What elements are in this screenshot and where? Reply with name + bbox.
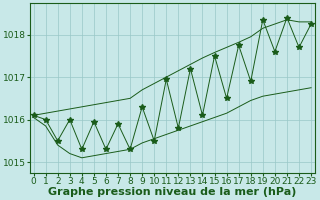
X-axis label: Graphe pression niveau de la mer (hPa): Graphe pression niveau de la mer (hPa) (48, 187, 297, 197)
